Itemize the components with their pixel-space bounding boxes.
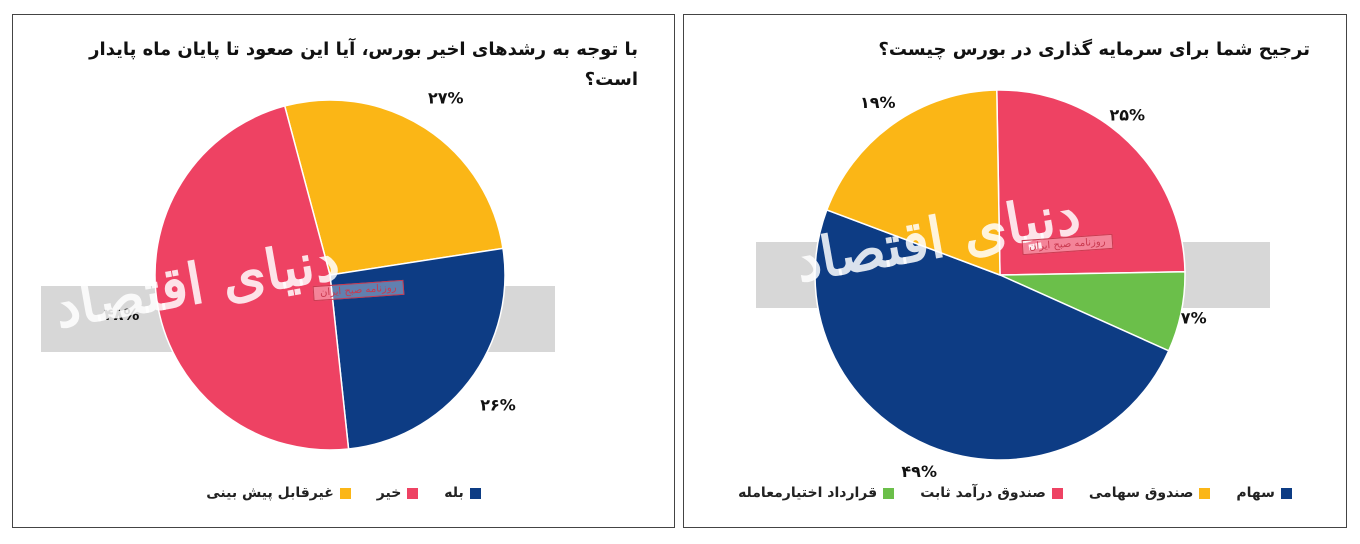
chart-title: با توجه به رشدهای اخیر بورس، آیا این صعو… bbox=[89, 39, 638, 90]
pie-chart-preference: صندوق درآمد ثابت۲۵%قرارداد اختیارمعامله۷… bbox=[814, 89, 1207, 481]
legend-label: خیر bbox=[376, 485, 402, 501]
legend-item-equity-fund: صندوق سهامی bbox=[1089, 485, 1211, 501]
legend: سهام صندوق سهامی صندوق درآمد ثابت قراردا… bbox=[684, 485, 1346, 501]
legend-label: صندوق درآمد ثابت bbox=[920, 485, 1046, 501]
pie-chart-stability: غیرقابل پیش بینی۲۷% بله۲۶% خیر ۴۸% bbox=[104, 88, 516, 451]
legend-swatch bbox=[1199, 487, 1211, 499]
legend-item-fixed-income-fund: صندوق درآمد ثابت bbox=[920, 485, 1063, 501]
legend-item-stocks: سهام bbox=[1236, 485, 1292, 501]
slice-value-label: ۲۶% bbox=[480, 395, 516, 414]
slice-value-label: ۲۷% bbox=[428, 88, 464, 107]
slice-value-label: ۲۵% bbox=[1110, 106, 1146, 125]
chart-panel-left: غیرقابل پیش بینی۲۷%بله۲۶%خیر۴۸% دنیای اق… bbox=[12, 14, 675, 528]
pie-slice: سهام bbox=[814, 208, 1170, 461]
legend-swatch bbox=[1280, 487, 1292, 499]
legend-item-yes: بله bbox=[444, 485, 481, 501]
slice-value-label: ۷% bbox=[1181, 309, 1207, 328]
pie-slice: بله bbox=[329, 247, 506, 450]
legend-swatch bbox=[407, 487, 419, 499]
legend: بله خیر غیرقابل پیش بینی bbox=[13, 485, 674, 501]
legend-label: سهام bbox=[1236, 485, 1275, 501]
pie-slice: خیر bbox=[154, 105, 350, 451]
pie-slice: صندوق درآمد ثابت bbox=[996, 89, 1186, 276]
pie-slice: صندوق سهامی bbox=[825, 89, 1001, 277]
slice-value-label: ۴۹% bbox=[901, 462, 937, 481]
legend-label: بله bbox=[444, 485, 464, 501]
legend-label: صندوق سهامی bbox=[1088, 485, 1194, 501]
legend-item-no: خیر bbox=[377, 485, 419, 501]
pie-slice: غیرقابل پیش بینی bbox=[283, 99, 504, 276]
legend-item-options-contract: قرارداد اختیارمعامله bbox=[738, 485, 895, 501]
legend-label: غیرقابل پیش بینی bbox=[206, 485, 334, 501]
legend-swatch bbox=[339, 487, 351, 499]
legend-swatch bbox=[469, 487, 481, 499]
legend-item-unpredictable: غیرقابل پیش بینی bbox=[206, 485, 351, 501]
chart-title: ترجیح شما برای سرمایه گذاری در بورس چیست… bbox=[878, 39, 1310, 60]
legend-swatch bbox=[1051, 487, 1063, 499]
legend-swatch bbox=[883, 487, 895, 499]
slice-value-label: ۱۹% bbox=[860, 93, 896, 112]
slice-value-label: ۴۸% bbox=[104, 305, 140, 324]
chart-panel-right: صندوق درآمد ثابت۲۵%قرارداد اختیارمعامله۷… bbox=[683, 14, 1347, 528]
legend-label: قرارداد اختیارمعامله bbox=[738, 485, 878, 501]
